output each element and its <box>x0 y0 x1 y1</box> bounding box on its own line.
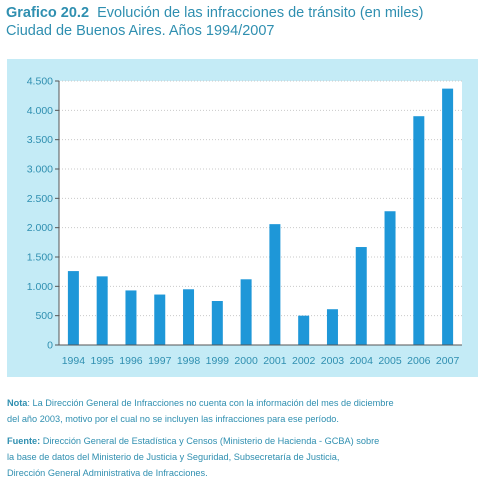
figure-title: Evolución de las infracciones de tránsit… <box>97 5 424 21</box>
bar-2006 <box>413 116 425 345</box>
bar-1999 <box>211 301 223 345</box>
plot-area <box>59 81 462 345</box>
x-tick-label: 2000 <box>234 355 258 367</box>
y-tick-label: 2.500 <box>27 193 53 205</box>
bar-2005 <box>384 211 396 345</box>
x-tick-label: 1995 <box>90 355 114 367</box>
note-line-1: Nota: La Dirección General de Infraccion… <box>7 395 485 411</box>
chart-panel: 0 500 1.000 1.500 2.000 2.500 3.000 3.500 4.000 4… <box>7 59 478 377</box>
x-tick-label: 2001 <box>263 355 287 367</box>
bar-2004 <box>355 247 367 345</box>
chart-notes: Nota: La Dirección General de Infraccion… <box>7 395 485 481</box>
bar-1997 <box>154 294 166 345</box>
y-tick-label: 3.500 <box>27 134 53 146</box>
note-label: Nota <box>7 398 28 408</box>
note-text-1: : La Dirección General de Infracciones n… <box>27 398 394 408</box>
bar-2000 <box>240 279 252 345</box>
bar-1998 <box>183 289 195 345</box>
note-line-2: del año 2003, motivo por el cual no se i… <box>7 414 339 424</box>
x-tick-label: 2007 <box>436 355 460 367</box>
bar-1995 <box>96 276 108 345</box>
chart-subtitle: Ciudad de Buenos Aires. Años 1994/2007 <box>6 23 275 39</box>
x-tick-label: 1999 <box>206 355 230 367</box>
source-line-2: la base de datos del Ministerio de Justi… <box>7 452 340 462</box>
bar-2003 <box>326 309 338 345</box>
x-tick-label: 1997 <box>148 355 172 367</box>
bar-chart: 0 500 1.000 1.500 2.000 2.500 3.000 3.500 4.000 4… <box>27 76 462 367</box>
figure-number: Grafico 20.2 <box>6 5 90 21</box>
source-text-1: Dirección General de Estadística y Censo… <box>40 436 380 446</box>
x-tick-label: 2006 <box>407 355 431 367</box>
x-tick-label: 1996 <box>119 355 143 367</box>
chart-title: Grafico 20.2 Evolución de las infraccion… <box>6 4 423 22</box>
x-tick-label: 2004 <box>350 355 374 367</box>
y-tick-label: 2.000 <box>27 222 53 234</box>
bar-1994 <box>67 271 79 345</box>
bar-2002 <box>298 315 310 345</box>
x-tick-label: 1994 <box>62 355 86 367</box>
y-tick-label: 500 <box>35 310 53 322</box>
source-line-3: Dirección General Administrativa de Infr… <box>7 468 208 478</box>
bar-2001 <box>269 224 281 345</box>
y-tick-label: 3.000 <box>27 164 53 176</box>
y-tick-label: 1.000 <box>27 281 53 293</box>
source-label: Fuente: <box>7 436 41 446</box>
source-line-1: Fuente: Dirección General de Estadística… <box>7 433 485 449</box>
y-tick-label: 4.000 <box>27 105 53 117</box>
y-tick-label: 1.500 <box>27 252 53 264</box>
y-tick-label: 4.500 <box>27 76 53 88</box>
y-tick-label: 0 <box>47 340 53 352</box>
x-tick-label: 1998 <box>177 355 201 367</box>
x-tick-label: 2005 <box>378 355 402 367</box>
bar-1996 <box>125 290 137 345</box>
x-tick-label: 2002 <box>292 355 316 367</box>
bar-2007 <box>442 88 454 346</box>
x-tick-label: 2003 <box>321 355 345 367</box>
